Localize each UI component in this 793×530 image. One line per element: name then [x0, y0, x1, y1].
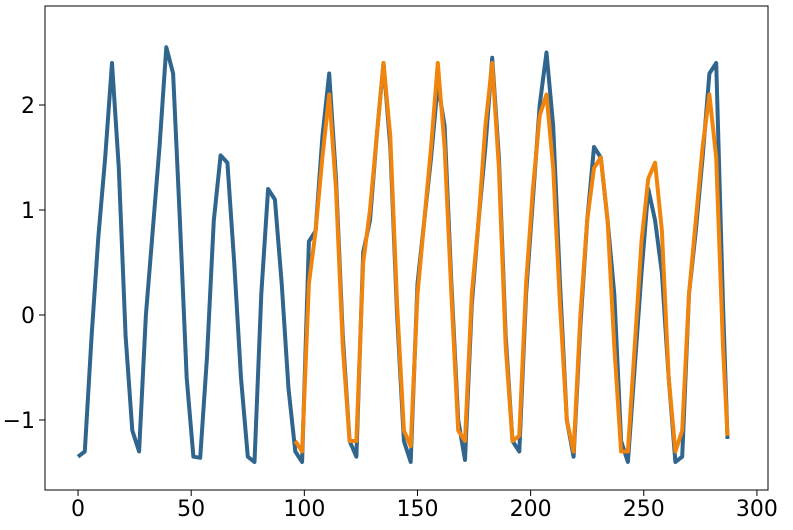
x-tick-label: 150 — [396, 497, 438, 522]
y-tick-label: 0 — [21, 304, 35, 329]
y-tick-label: 1 — [21, 199, 35, 224]
x-tick-label: 250 — [623, 497, 665, 522]
x-tick-label: 0 — [71, 497, 85, 522]
x-tick-label: 300 — [736, 497, 778, 522]
x-tick-label: 200 — [510, 497, 552, 522]
series-line — [293, 61, 730, 454]
x-tick-label: 100 — [283, 497, 325, 522]
x-tick-label: 50 — [177, 497, 205, 522]
plot-frame — [44, 5, 769, 491]
y-tick-label: 2 — [21, 94, 35, 119]
y-tick-label: −1 — [3, 409, 35, 434]
